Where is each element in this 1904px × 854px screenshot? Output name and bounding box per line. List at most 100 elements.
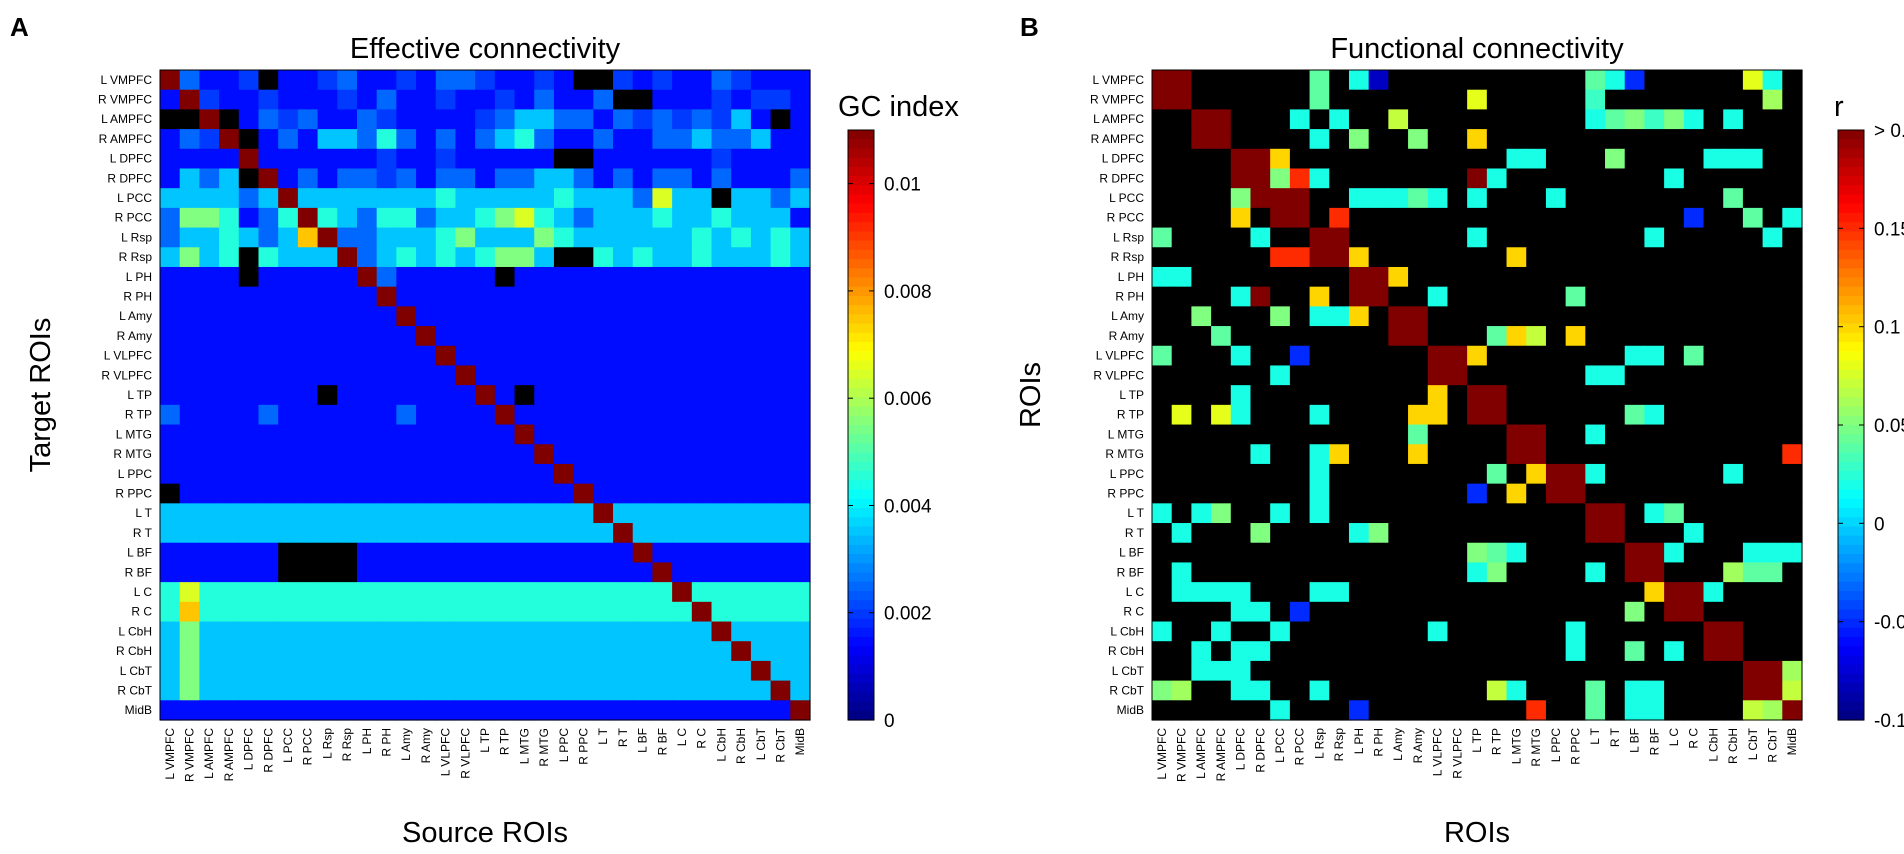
- heatmap-cell: [1270, 345, 1291, 367]
- heatmap-cell: [573, 463, 594, 485]
- heatmap-cell: [494, 601, 516, 623]
- heatmap-cell: [1368, 621, 1389, 642]
- heatmap-cell: [731, 188, 752, 209]
- heatmap-cell: [179, 582, 200, 603]
- heatmap-cell: [199, 247, 220, 268]
- heatmap-cell: [1171, 207, 1192, 229]
- heatmap-cell: [1545, 424, 1567, 445]
- heatmap-cell: [1191, 503, 1212, 524]
- heatmap-cell: [494, 582, 516, 603]
- heatmap-cell: [199, 463, 220, 485]
- heatmap-cell: [1585, 424, 1606, 445]
- heatmap-cell: [731, 326, 752, 347]
- heatmap-cell: [1703, 266, 1724, 288]
- heatmap-cell: [652, 582, 673, 603]
- heatmap-cell: [396, 601, 417, 623]
- x-tick-label: R VMPFC: [183, 728, 197, 782]
- heatmap-cell: [534, 129, 555, 150]
- colorbar-segment: [1838, 305, 1864, 315]
- heatmap-cell: [1605, 89, 1626, 110]
- heatmap-cell: [455, 365, 476, 386]
- heatmap-cell: [1486, 247, 1508, 268]
- heatmap-cell: [1605, 266, 1626, 288]
- x-tick-label: L AMPFC: [202, 728, 216, 779]
- heatmap-cell: [514, 404, 535, 426]
- heatmap-cell: [1171, 266, 1192, 288]
- heatmap-cell: [593, 424, 614, 445]
- heatmap-cell: [1191, 463, 1212, 485]
- colorbar-segment: [1838, 203, 1864, 214]
- heatmap-cell: [219, 542, 240, 564]
- heatmap-cell: [317, 483, 338, 504]
- heatmap-cell: [770, 129, 791, 150]
- heatmap-cell: [396, 148, 417, 170]
- heatmap-cell: [219, 227, 240, 248]
- heatmap-cell: [691, 227, 713, 248]
- heatmap-cell: [632, 641, 654, 662]
- heatmap-cell: [1447, 562, 1468, 583]
- heatmap-cell: [1270, 266, 1291, 288]
- colorbar-segment: [1838, 664, 1864, 675]
- y-tick-label: L VMPFC: [100, 73, 152, 87]
- y-tick-label: R PH: [123, 290, 152, 304]
- heatmap-cell: [1526, 247, 1547, 268]
- y-tick-label: L CbH: [1110, 624, 1144, 638]
- heatmap-cell: [238, 148, 260, 170]
- heatmap-cell: [1309, 168, 1330, 189]
- heatmap-cell: [731, 385, 752, 406]
- heatmap-cell: [455, 306, 476, 327]
- heatmap-cell: [1762, 503, 1783, 524]
- heatmap-cell: [1782, 542, 1803, 564]
- heatmap-cell: [376, 266, 397, 288]
- heatmap-cell: [1624, 326, 1646, 347]
- heatmap-cell: [1368, 463, 1389, 485]
- heatmap-cell: [278, 385, 299, 406]
- heatmap-cell: [435, 542, 457, 564]
- heatmap-cell: [337, 148, 358, 170]
- heatmap-cell: [1664, 601, 1685, 623]
- heatmap-cell: [1270, 483, 1291, 504]
- heatmap-cell: [1230, 582, 1252, 603]
- heatmap-cell: [1309, 207, 1330, 229]
- heatmap-cell: [1585, 188, 1606, 209]
- heatmap-cell: [1782, 483, 1803, 504]
- heatmap-cell: [790, 385, 811, 406]
- heatmap-cell: [1368, 207, 1389, 229]
- heatmap-cell: [475, 188, 496, 209]
- heatmap-cell: [1388, 365, 1409, 386]
- heatmap-cell: [278, 680, 299, 701]
- heatmap-cell: [435, 680, 457, 701]
- heatmap-cell: [1486, 385, 1508, 406]
- x-tick-label: MidB: [793, 728, 807, 755]
- heatmap-cell: [1408, 582, 1429, 603]
- heatmap-cell: [1250, 641, 1271, 662]
- heatmap-cell: [1408, 601, 1429, 623]
- heatmap-cell: [1408, 660, 1429, 682]
- heatmap-cell: [199, 227, 220, 248]
- heatmap-cell: [396, 404, 417, 426]
- heatmap-cell: [1742, 582, 1764, 603]
- x-tick-label: R Rsp: [340, 728, 354, 762]
- heatmap-cell: [278, 70, 299, 91]
- heatmap-cell: [750, 89, 772, 110]
- heatmap-cell: [514, 247, 535, 268]
- heatmap-cell: [317, 621, 338, 642]
- heatmap-cell: [475, 266, 496, 288]
- heatmap-cell: [1585, 601, 1606, 623]
- heatmap-cell: [711, 424, 732, 445]
- y-tick-label: L DPFC: [110, 152, 153, 166]
- heatmap-cell: [160, 542, 181, 564]
- heatmap-cell: [1408, 168, 1429, 189]
- heatmap-cell: [770, 700, 791, 721]
- heatmap-cell: [1664, 641, 1685, 662]
- colorbar-segment: [848, 212, 874, 223]
- heatmap-cell: [179, 503, 200, 524]
- x-tick-label: L CbT: [1746, 727, 1760, 760]
- heatmap-cell: [455, 109, 476, 130]
- heatmap-cell: [770, 562, 791, 583]
- colorbar-segment: [848, 480, 874, 491]
- colorbar-segment: [848, 231, 874, 242]
- heatmap-cell: [1447, 89, 1468, 110]
- heatmap-cell: [219, 148, 240, 170]
